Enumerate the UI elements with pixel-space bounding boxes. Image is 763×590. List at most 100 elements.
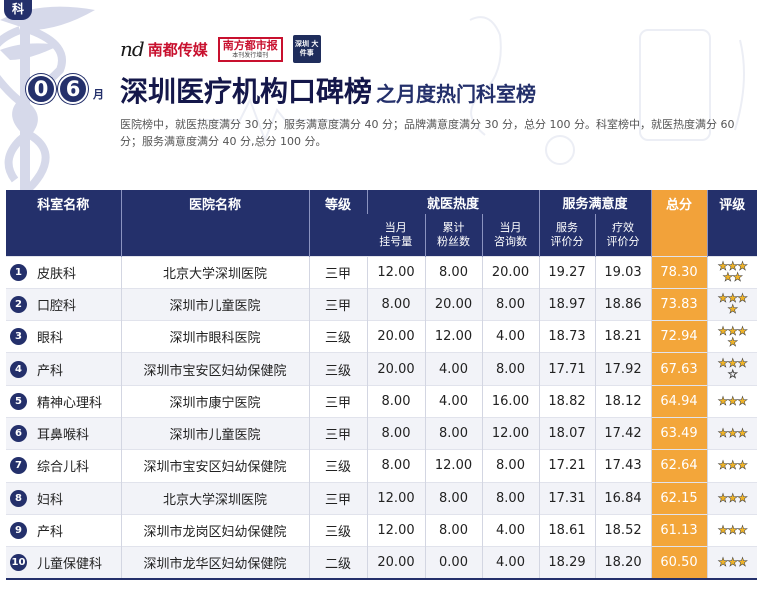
registrations-cell: 20.00 xyxy=(366,352,425,386)
dept-name: 妇科 xyxy=(37,492,64,508)
dept-cell: 7 综合儿科 xyxy=(6,449,121,483)
rank-badge: 5 xyxy=(10,392,27,410)
table-row: 8 妇科 北京大学深圳医院 三甲 12.00 8.00 8.00 17.31 16.84 62.1… xyxy=(6,481,758,515)
header-heat: 就医热度 xyxy=(366,190,539,214)
star-rating-icon: ★★★ xyxy=(717,490,748,505)
fans-cell: 12.00 xyxy=(424,320,482,353)
efficacy-score-cell: 18.52 xyxy=(594,513,652,547)
dept-name: 皮肤科 xyxy=(37,266,77,282)
header-sub-consults: 当月 咨询数 xyxy=(481,214,539,256)
ranking-table: 科室名称 医院名称 等级 就医热度 服务满意度 总分 评级 当月 挂号量 累计 … xyxy=(6,190,758,580)
total-cell: 63.49 xyxy=(650,416,708,450)
hospital-cell: 深圳市龙华区妇幼保健院 xyxy=(120,546,309,580)
hospital-cell: 深圳市龙岗区妇幼保健院 xyxy=(120,513,309,547)
star-rating-icon: ★★★ ★ xyxy=(717,323,748,349)
fans-cell: 8.00 xyxy=(424,416,482,450)
header-service: 服务满意度 xyxy=(538,190,652,214)
star-rating-icon: ★★★ xyxy=(717,458,748,473)
rank-badge: 9 xyxy=(10,522,27,540)
publisher-logos: nd 南都传媒 南方都市报 本刊发行增刊 深圳 大件事 xyxy=(120,34,321,64)
efficacy-score-cell: 18.12 xyxy=(594,384,652,418)
table-row: 6 耳鼻喉科 深圳市儿童医院 三甲 8.00 8.00 12.00 18.07 17.42 63.… xyxy=(6,416,758,450)
consults-cell: 8.00 xyxy=(481,481,539,515)
rating-cell: ★★★ xyxy=(706,546,758,580)
sz-news-logo: 深圳 大件事 xyxy=(292,35,321,63)
header-level: 等级 xyxy=(308,190,367,256)
registrations-cell: 20.00 xyxy=(366,546,425,580)
rank-badge: 6 xyxy=(10,425,27,443)
service-score-cell: 18.61 xyxy=(538,513,595,547)
service-score-cell: 18.07 xyxy=(538,416,595,450)
header-sub-fans: 累计 粉丝数 xyxy=(424,214,482,256)
table-row: 2 口腔科 深圳市儿童医院 三甲 8.00 20.00 8.00 18.97 18.86 73.8… xyxy=(6,287,758,321)
consults-cell: 12.00 xyxy=(481,416,539,450)
dept-cell: 2 口腔科 xyxy=(6,287,121,321)
dept-cell: 10 儿童保健科 xyxy=(6,546,121,580)
level-cell: 三甲 xyxy=(308,255,367,289)
registrations-cell: 8.00 xyxy=(366,416,425,450)
registrations-cell: 12.00 xyxy=(366,255,425,289)
consults-cell: 16.00 xyxy=(481,384,539,418)
table-row: 10 儿童保健科 深圳市龙华区妇幼保健院 二级 20.00 0.00 4.00 18.29 18… xyxy=(6,546,758,580)
service-score-cell: 19.27 xyxy=(538,255,595,289)
dept-cell: 6 耳鼻喉科 xyxy=(6,416,121,450)
star-rating-icon: ★★★ xyxy=(717,523,748,538)
rank-badge: 7 xyxy=(10,457,27,475)
dept-name: 儿童保健科 xyxy=(37,557,103,573)
star-rating-icon: ★★★ ★ xyxy=(717,291,748,317)
hospital-cell: 深圳市宝安区妇幼保健院 xyxy=(120,449,309,483)
month-digit-2: 6 xyxy=(58,74,88,104)
service-score-cell: 18.97 xyxy=(538,287,595,321)
dept-name: 口腔科 xyxy=(37,298,77,314)
registrations-cell: 12.00 xyxy=(366,513,425,547)
dept-cell: 1 皮肤科 xyxy=(6,255,121,289)
total-cell: 67.63 xyxy=(650,352,708,386)
total-cell: 62.64 xyxy=(650,449,708,483)
nf-logo-sub: 本刊发行增刊 xyxy=(232,51,269,59)
rating-cell: ★★★ xyxy=(706,384,758,418)
dept-name: 耳鼻喉科 xyxy=(37,428,90,444)
rating-cell: ★★★ ☆ xyxy=(706,352,758,386)
dept-cell: 3 眼科 xyxy=(6,320,121,353)
table-row: 9 产科 深圳市龙岗区妇幼保健院 三级 12.00 8.00 4.00 18.61 18.52 6… xyxy=(6,513,758,547)
service-score-cell: 18.73 xyxy=(538,320,595,353)
fans-cell: 8.00 xyxy=(424,481,482,515)
hospital-cell: 深圳市宝安区妇幼保健院 xyxy=(120,352,309,386)
registrations-cell: 12.00 xyxy=(366,481,425,515)
dept-cell: 8 妇科 xyxy=(6,481,121,515)
table-row: 3 眼科 深圳市眼科医院 三级 20.00 12.00 4.00 18.73 18.21 72.9… xyxy=(6,320,758,353)
hospital-cell: 北京大学深圳医院 xyxy=(120,481,309,515)
rank-badge: 1 xyxy=(10,263,27,281)
registrations-cell: 8.00 xyxy=(366,287,425,321)
rating-cell: ★★★ xyxy=(706,449,758,483)
dept-name: 产科 xyxy=(37,525,64,541)
level-cell: 三甲 xyxy=(308,481,367,515)
service-score-cell: 17.21 xyxy=(538,449,595,483)
dept-name: 眼科 xyxy=(37,331,64,347)
level-cell: 三级 xyxy=(308,352,367,386)
nd-logo-name: 南都传媒 xyxy=(147,40,208,59)
fans-cell: 20.00 xyxy=(424,287,482,321)
efficacy-score-cell: 18.21 xyxy=(594,320,652,353)
consults-cell: 8.00 xyxy=(481,352,539,386)
consults-cell: 4.00 xyxy=(481,546,539,580)
level-cell: 三甲 xyxy=(308,416,367,450)
dept-name: 综合儿科 xyxy=(37,460,90,476)
star-rating-icon: ★★★ xyxy=(717,426,748,441)
ranking-table-body: 1 皮肤科 北京大学深圳医院 三甲 12.00 8.00 20.00 19.27 19.03 78… xyxy=(6,255,758,580)
month-unit: 月 xyxy=(93,88,104,101)
nf-logo-name: 南方都市报 xyxy=(222,38,278,52)
total-cell: 62.15 xyxy=(650,481,708,515)
efficacy-score-cell: 18.86 xyxy=(594,287,652,321)
total-cell: 64.94 xyxy=(650,384,708,418)
fans-cell: 8.00 xyxy=(424,513,482,547)
header-total: 总分 xyxy=(650,190,708,256)
star-rating-icon: ★★★ xyxy=(717,393,748,408)
table-row: 5 精神心理科 深圳市康宁医院 三甲 8.00 4.00 16.00 18.82 18.12 64… xyxy=(6,384,758,418)
star-rating-icon: ★★★ ★★ xyxy=(717,259,748,285)
level-cell: 三级 xyxy=(308,320,367,353)
fans-cell: 0.00 xyxy=(424,546,482,580)
registrations-cell: 20.00 xyxy=(366,320,425,353)
efficacy-score-cell: 19.03 xyxy=(594,255,652,289)
fans-cell: 4.00 xyxy=(424,384,482,418)
